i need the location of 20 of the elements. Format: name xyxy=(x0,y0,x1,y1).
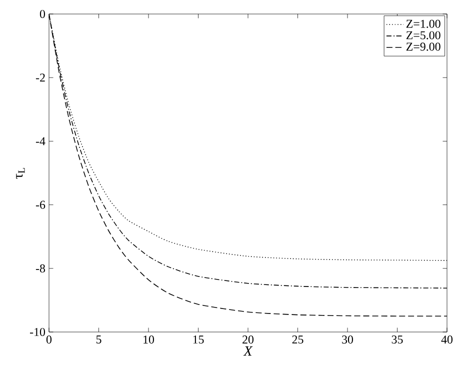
x-tick-label: 35 xyxy=(392,336,403,344)
y-axis-title: τ$_{L}$ xyxy=(16,168,25,179)
x-tick-label: 10 xyxy=(144,336,154,344)
x-tick-label: 15 xyxy=(193,336,204,344)
y-tick-label: -2 xyxy=(36,74,45,82)
x-tick-label: 25 xyxy=(292,336,304,344)
x-tick-label: 5 xyxy=(96,336,102,344)
x-tick-label: 0 xyxy=(46,336,52,344)
legend-label: Z=5.00 xyxy=(406,31,440,40)
x-axis-title: X xyxy=(243,346,253,356)
x-tick-label: 30 xyxy=(342,336,354,344)
legend-label: Z=9.00 xyxy=(406,42,440,51)
y-tick-label: -6 xyxy=(36,200,46,209)
legend-label: Z=1.00 xyxy=(406,20,440,28)
y-tick-label: -4 xyxy=(36,137,46,146)
x-tick-label: 40 xyxy=(441,336,453,344)
y-tick-label: -10 xyxy=(30,328,46,336)
y-tick-label: -8 xyxy=(36,264,46,272)
y-tick-label: 0 xyxy=(40,10,46,18)
x-tick-label: 20 xyxy=(242,336,254,344)
